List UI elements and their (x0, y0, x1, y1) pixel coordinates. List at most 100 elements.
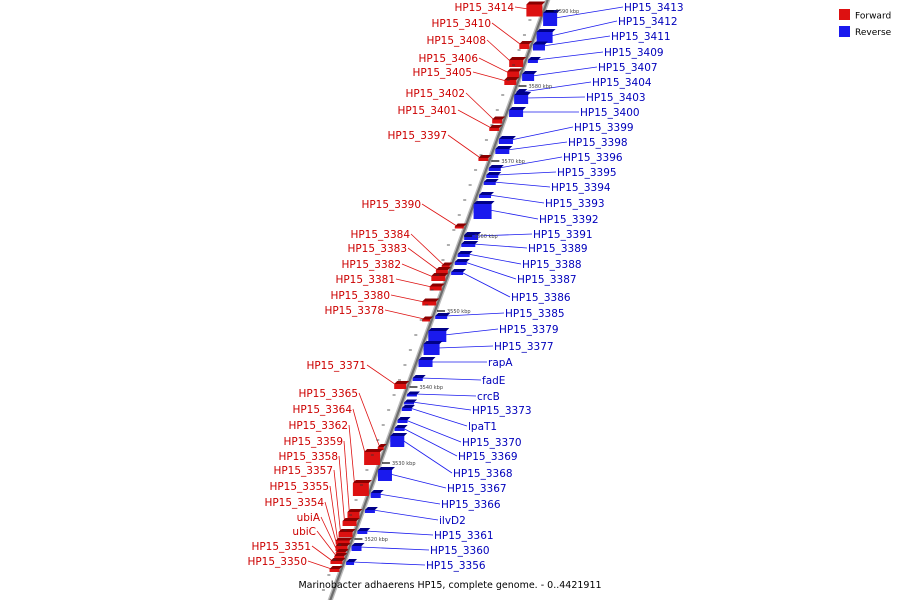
reverse-gene-HP15_3366 (370, 490, 384, 498)
reverse-gene-HP15_3394 (483, 179, 499, 185)
reverse-gene-HP15_3403 (514, 92, 532, 104)
leader-fadE (420, 377, 482, 381)
reverse-gene-rapA (418, 357, 436, 367)
forward-gene-HP15_3381 (429, 283, 445, 291)
forward-gene-HP15_3402 (492, 116, 506, 124)
reverse-gene-label: HP15_3368 (453, 468, 513, 480)
leader-ilvD2 (372, 509, 439, 521)
reverse-gene-HP15_3370 (397, 417, 411, 423)
leader-HP15_3361 (365, 530, 434, 536)
legend: Forward Reverse (839, 9, 892, 38)
forward-gene-HP15_3364 (364, 449, 384, 465)
forward-gene-label: HP15_3355 (269, 481, 329, 493)
reverse-gene-HP15_3412 (536, 29, 556, 43)
forward-gene-HP15_3390 (454, 223, 467, 229)
reverse-gene-label: HP15_3361 (434, 530, 494, 542)
leader-HP15_3394 (493, 181, 551, 188)
leader-lpaT1 (409, 407, 468, 427)
leader-HP15_3367 (389, 473, 447, 489)
forward-gene-HP15_3362 (352, 480, 372, 496)
reverse-gene-label: HP15_3387 (517, 274, 577, 286)
reverse-gene-label: HP15_3412 (618, 16, 678, 28)
leader-HP15_3354 (324, 501, 338, 548)
reverse-gene-label: HP15_3413 (624, 2, 684, 14)
leader-HP15_3403 (526, 96, 586, 99)
reverse-gene-label: HP15_3411 (611, 31, 671, 43)
leader-HP15_3359 (343, 440, 350, 515)
tick-label: 3550 kbp (447, 309, 471, 315)
leader-HP15_3364 (352, 408, 367, 458)
reverse-gene-label: HP15_3393 (545, 198, 605, 210)
forward-gene-HP15_3359 (347, 509, 363, 519)
reverse-gene-label: HP15_3369 (458, 451, 518, 463)
reverse-gene-HP15_3385 (435, 313, 451, 319)
tick-label: 3590 kbp (556, 9, 580, 15)
reverse-gene-HP15_3386 (451, 269, 467, 275)
reverse-gene-label: HP15_3386 (511, 292, 571, 304)
legend-forward-label: Forward (855, 12, 891, 22)
leader-HP15_3350 (307, 560, 332, 570)
reverse-gene-label: HP15_3395 (557, 167, 617, 179)
reverse-gene-HP15_3377 (423, 341, 443, 355)
leader-HP15_3384 (410, 233, 444, 266)
forward-gene-label: ubiA (297, 512, 321, 524)
reverse-gene-HP15_3389 (461, 241, 479, 247)
forward-gene-HP15_3401 (489, 125, 503, 131)
reverse-gene-HP15_3391 (464, 232, 482, 240)
leader-ubiA (320, 516, 339, 553)
leader-HP15_3408 (486, 39, 512, 63)
reverse-gene-label: HP15_3360 (430, 545, 490, 557)
forward-gene-HP15_3380 (422, 298, 440, 306)
forward-gene-label: HP15_3351 (251, 541, 311, 553)
reverse-gene-HP15_3369 (394, 425, 408, 431)
leader-HP15_3414 (514, 6, 529, 10)
forward-gene-label: HP15_3383 (347, 243, 407, 255)
forward-gene-label: HP15_3406 (418, 53, 478, 65)
leader-HP15_3377 (437, 345, 494, 349)
leader-HP15_3369 (402, 427, 458, 457)
forward-gene-label: HP15_3401 (397, 105, 457, 117)
leader-ubiC (316, 530, 337, 557)
leader-HP15_3390 (421, 203, 457, 227)
tick-label: 3540 kbp (419, 385, 443, 391)
reverse-gene-label: HP15_3399 (574, 122, 634, 134)
leader-HP15_3409 (535, 51, 604, 61)
reverse-gene-HP15_3407 (522, 71, 538, 81)
reverse-gene-label: fadE (482, 375, 505, 387)
reverse-gene-crcB (406, 391, 420, 397)
reverse-gene-ilvD2 (364, 507, 378, 513)
legend-forward-swatch (839, 9, 850, 20)
forward-gene-label: HP15_3382 (341, 259, 401, 271)
forward-gene-HP15_3355 (335, 537, 353, 545)
gene-labels: HP15_3414 HP15_3410 HP15_3408 HP15_3406 HP15… (247, 2, 683, 572)
leader-HP15_3380 (390, 294, 425, 303)
forward-gene-HP15_3405 (504, 77, 520, 85)
leader-HP15_3351 (311, 545, 333, 562)
forward-gene-HP15_3378 (422, 316, 434, 322)
reverse-gene-HP15_3388 (457, 251, 473, 257)
leader-HP15_3388 (467, 253, 522, 265)
forward-gene-label: HP15_3354 (264, 497, 324, 509)
reverse-gene-label: HP15_3404 (592, 77, 652, 89)
forward-gene-HP15_3383 (435, 267, 451, 273)
genome-backbone (329, 0, 549, 600)
leader-HP15_3362 (348, 424, 356, 489)
leader-HP15_3357 (333, 469, 341, 534)
leader-HP15_3387 (464, 261, 517, 280)
forward-gene-HP15_3382 (431, 273, 449, 281)
leader-HP15_3378 (384, 309, 425, 320)
leader-HP15_3358 (338, 455, 345, 523)
gene-features (329, 1, 561, 572)
reverse-gene-HP15_3411 (532, 41, 548, 51)
leader-HP15_3386 (460, 271, 511, 298)
forward-gene-label: HP15_3402 (405, 88, 465, 100)
leader-HP15_3398 (507, 141, 568, 151)
leader-HP15_3406 (478, 57, 510, 74)
forward-gene-HP15_3358 (342, 518, 360, 526)
forward-gene-HP15_3350 (329, 566, 343, 572)
leader-HP15_3365 (358, 392, 381, 448)
tick-layer: 3590 kbp 3580 kbp 3570 kbp 3560 kbp 3550 kbp… (321, 9, 580, 591)
reverse-gene-label: HP15_3389 (528, 243, 588, 255)
forward-gene-HP15_3397 (478, 155, 492, 161)
